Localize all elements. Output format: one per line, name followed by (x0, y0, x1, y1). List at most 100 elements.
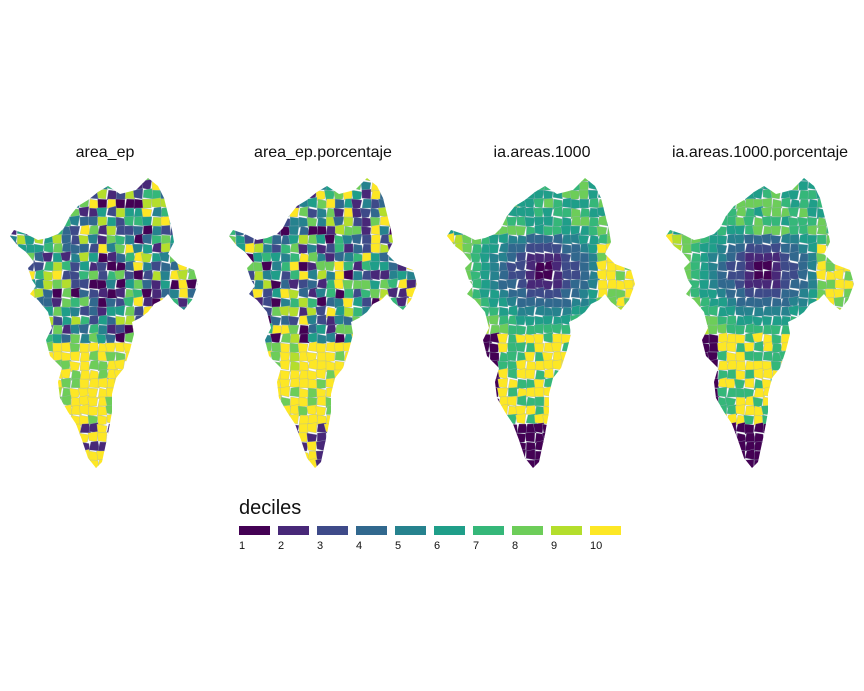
district-polygon (699, 440, 711, 452)
district-polygon (579, 342, 591, 353)
district-polygon (453, 252, 464, 263)
district-polygon (234, 404, 246, 416)
district-polygon (587, 288, 599, 300)
district-polygon (787, 206, 800, 218)
district-polygon (124, 377, 135, 389)
legend-item-8: 8 (512, 526, 543, 552)
district-polygon (588, 178, 599, 183)
district-polygon (689, 368, 701, 380)
district-polygon (489, 423, 500, 434)
district-polygon (641, 343, 645, 353)
district-polygon (615, 178, 627, 184)
district-polygon (243, 315, 255, 327)
district-polygon (852, 252, 854, 263)
district-polygon (43, 369, 55, 381)
district-polygon (25, 413, 38, 425)
district-polygon (672, 359, 684, 371)
district-polygon (552, 396, 564, 408)
district-polygon (70, 189, 83, 201)
district-polygon (115, 297, 126, 309)
district-polygon (388, 396, 400, 407)
district-polygon (762, 431, 774, 443)
district-polygon (666, 395, 675, 407)
district-polygon (244, 198, 255, 209)
district-polygon (735, 287, 747, 299)
district-polygon (196, 351, 198, 363)
district-polygon (343, 387, 355, 399)
district-polygon (699, 196, 712, 209)
district-polygon (471, 178, 482, 182)
district-polygon (447, 178, 455, 182)
district-polygon (717, 386, 728, 398)
district-polygon (666, 324, 674, 336)
district-polygon (405, 234, 417, 246)
district-polygon (588, 178, 599, 191)
district-polygon (278, 198, 291, 209)
district-polygon (753, 179, 764, 191)
district-polygon (588, 225, 599, 237)
district-polygon (388, 377, 400, 389)
district-polygon (851, 350, 854, 362)
district-polygon (543, 377, 555, 389)
district-polygon (379, 297, 390, 308)
district-polygon (97, 178, 108, 191)
district-polygon (229, 441, 237, 452)
district-polygon (447, 378, 456, 389)
district-polygon (533, 378, 545, 389)
district-polygon (115, 178, 126, 182)
district-polygon (88, 467, 100, 468)
district-polygon (606, 387, 618, 398)
district-polygon (187, 216, 198, 228)
district-polygon (122, 342, 135, 354)
district-polygon (97, 252, 109, 263)
district-polygon (666, 369, 674, 380)
district-polygon (425, 440, 427, 451)
district-polygon (807, 323, 818, 335)
district-polygon (744, 287, 755, 299)
district-polygon (852, 432, 854, 443)
legend-item-2: 2 (278, 526, 309, 552)
district-polygon (243, 414, 255, 425)
district-polygon (843, 216, 854, 227)
district-polygon (453, 288, 464, 299)
district-polygon (814, 351, 827, 362)
district-polygon (514, 225, 527, 236)
district-polygon (388, 198, 399, 210)
district-polygon (229, 324, 238, 335)
district-polygon (471, 315, 483, 326)
district-polygon (88, 297, 100, 308)
district-polygon (205, 206, 208, 217)
district-polygon (708, 179, 721, 191)
district-polygon (78, 467, 90, 468)
district-polygon (726, 431, 739, 443)
district-polygon (151, 423, 163, 434)
district-polygon (671, 405, 683, 416)
district-polygon (344, 469, 353, 472)
district-polygon (735, 360, 746, 371)
district-polygon (352, 315, 363, 327)
district-polygon (113, 378, 126, 390)
district-polygon (735, 180, 747, 193)
district-polygon (447, 315, 455, 328)
district-polygon (406, 351, 417, 362)
district-polygon (672, 414, 684, 425)
district-polygon (160, 431, 172, 443)
district-polygon (142, 441, 154, 452)
district-polygon (708, 378, 720, 389)
district-polygon (447, 323, 455, 335)
district-polygon (370, 441, 382, 453)
district-polygon (187, 297, 198, 310)
district-polygon (816, 207, 827, 220)
district-polygon (632, 441, 635, 453)
district-polygon (206, 332, 208, 343)
district-polygon (681, 324, 693, 335)
district-polygon (186, 360, 198, 371)
district-polygon (534, 323, 545, 335)
district-polygon (271, 414, 283, 425)
district-polygon (425, 352, 427, 363)
district-polygon (343, 432, 354, 444)
district-polygon (306, 404, 318, 416)
district-polygon (97, 324, 109, 335)
district-polygon (262, 405, 273, 418)
district-polygon (43, 189, 54, 202)
